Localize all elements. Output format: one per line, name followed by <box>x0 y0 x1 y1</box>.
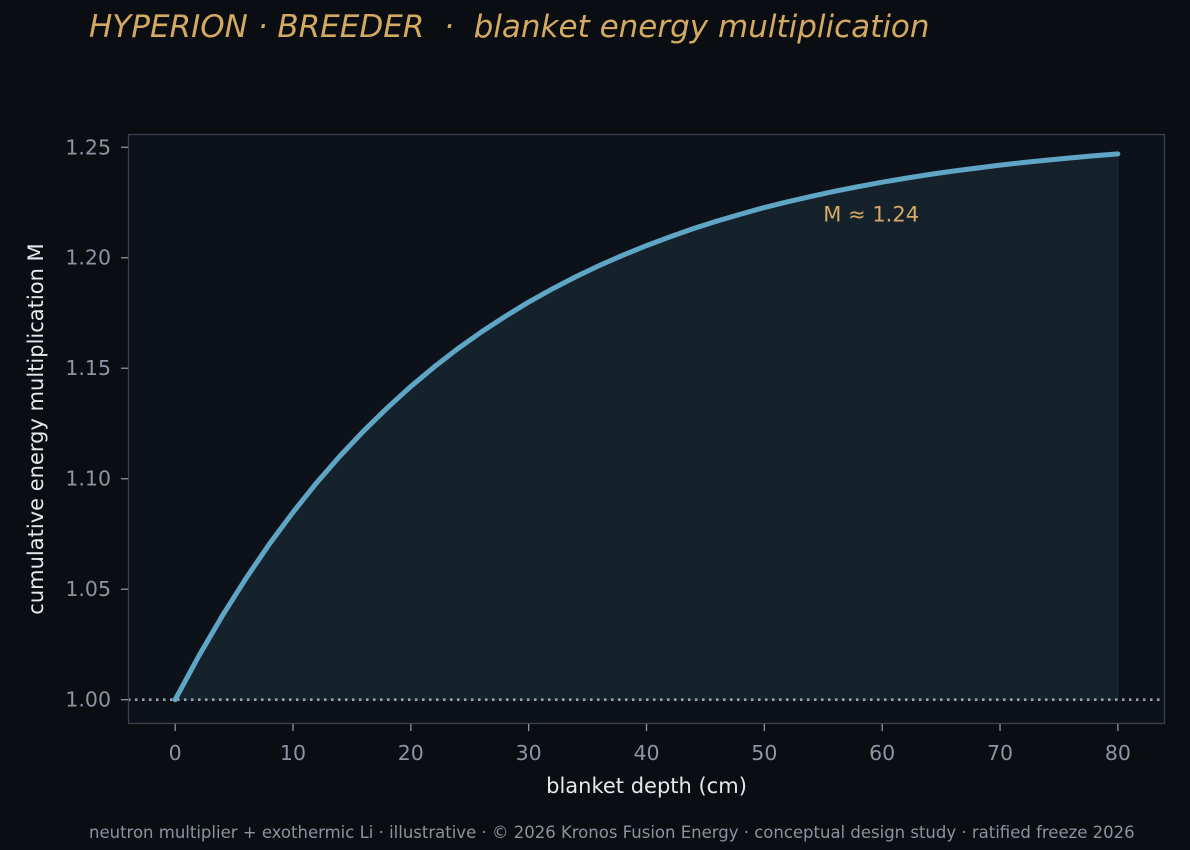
y-tick-label: 1.20 <box>65 246 111 270</box>
x-axis-label: blanket depth (cm) <box>546 774 747 798</box>
series-line <box>172 151 1121 703</box>
x-tick-label: 30 <box>516 741 542 765</box>
y-axis-label: cumulative energy multiplication M <box>24 243 48 614</box>
x-tick-label: 20 <box>398 741 424 765</box>
annotation-label: M ≈ 1.24 <box>823 203 919 227</box>
y-tick-label: 1.00 <box>65 688 111 712</box>
x-tick-label: 80 <box>1105 741 1131 765</box>
x-tick-label: 0 <box>169 741 182 765</box>
chart-title: HYPERION · BREEDER · blanket energy mult… <box>89 9 930 45</box>
y-tick-label: 1.15 <box>65 356 111 380</box>
x-tick-label: 70 <box>987 741 1013 765</box>
footer-note: neutron multiplier + exothermic Li · ill… <box>89 823 1135 842</box>
y-tick-label: 1.05 <box>65 577 111 601</box>
x-tick-label: 10 <box>280 741 306 765</box>
plot-frame <box>127 133 1166 725</box>
x-tick-label: 60 <box>869 741 895 765</box>
x-tick-label: 40 <box>633 741 659 765</box>
x-tick-label: 50 <box>751 741 777 765</box>
y-tick-label: 1.25 <box>65 135 111 159</box>
y-tick-label: 1.10 <box>65 467 111 491</box>
